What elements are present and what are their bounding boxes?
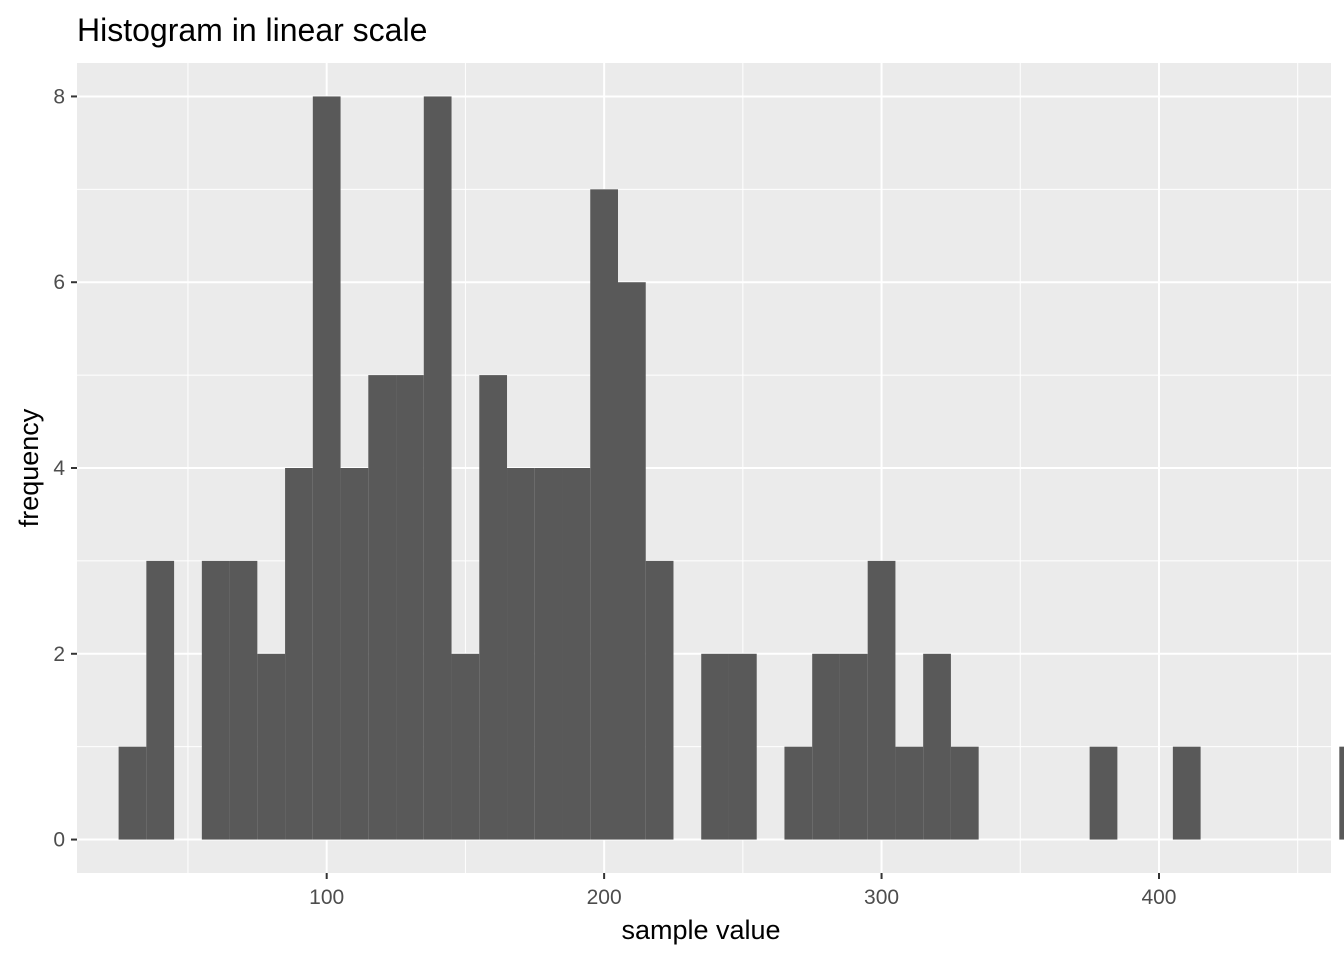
histogram-bar	[812, 653, 840, 840]
histogram-bar	[590, 189, 618, 840]
histogram-bar	[895, 746, 924, 840]
x-axis: 100 200 300 400	[309, 873, 1177, 909]
histogram-bar	[839, 653, 868, 840]
histogram-bar	[534, 468, 563, 840]
x-axis-title: sample value	[621, 915, 780, 945]
histogram-bar	[257, 653, 286, 840]
histogram-bar	[645, 560, 674, 840]
histogram-bar	[950, 746, 979, 840]
y-tick-label: 6	[53, 271, 65, 294]
histogram-bars	[118, 96, 1344, 840]
histogram-bar	[867, 560, 896, 840]
x-tick-label: 300	[864, 886, 899, 909]
histogram-bar	[312, 96, 341, 840]
histogram-bar	[923, 653, 951, 840]
histogram-bar	[617, 282, 646, 840]
histogram-bar	[368, 375, 397, 840]
histogram-bar	[479, 375, 508, 840]
histogram-bar	[229, 560, 258, 840]
histogram-bar	[507, 468, 535, 840]
y-axis: 0 2 4 6 8	[53, 85, 77, 852]
y-tick-label: 2	[53, 643, 65, 666]
histogram-bar	[1172, 746, 1201, 840]
y-tick-label: 0	[53, 829, 65, 852]
histogram-bar	[285, 468, 313, 840]
histogram-bar	[701, 653, 729, 840]
histogram-bar	[562, 468, 591, 840]
y-tick-label: 8	[53, 85, 65, 108]
histogram-bar	[340, 468, 369, 840]
histogram-bar	[146, 560, 175, 840]
histogram-bar	[423, 96, 452, 840]
x-tick-label: 200	[587, 886, 622, 909]
histogram-bar	[728, 653, 757, 840]
x-tick-label: 100	[309, 886, 344, 909]
histogram-bar	[451, 653, 480, 840]
histogram-bar	[1089, 746, 1118, 840]
chart-title: Histogram in linear scale	[77, 12, 427, 48]
histogram-bar	[201, 560, 230, 840]
x-tick-label: 400	[1141, 886, 1176, 909]
histogram-bar	[396, 375, 424, 840]
histogram-bar	[784, 746, 813, 840]
y-axis-title: frequency	[14, 408, 44, 527]
y-tick-label: 4	[53, 457, 65, 480]
histogram-bar	[118, 746, 147, 840]
histogram-bar	[1339, 746, 1344, 840]
